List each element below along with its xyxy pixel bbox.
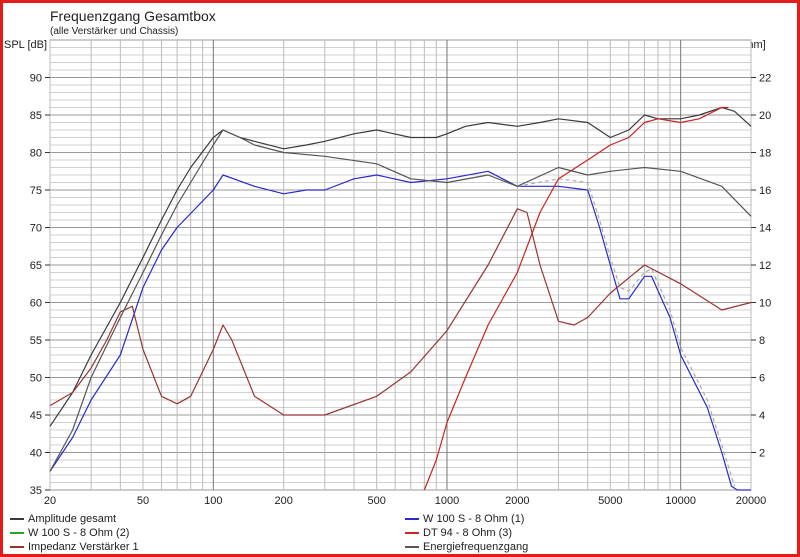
chart-subtitle: (alle Verstärker und Chassis) bbox=[50, 26, 179, 37]
legend-item: Amplitude gesamt bbox=[10, 512, 116, 525]
y2-tick-label: 14 bbox=[759, 223, 771, 235]
legend-label: W 100 S - 8 Ohm (1) bbox=[423, 512, 525, 525]
y2-tick-label: 16 bbox=[759, 185, 771, 197]
series-line-2 bbox=[49, 170, 751, 491]
legend-swatch bbox=[10, 545, 24, 548]
series-line-3 bbox=[517, 178, 736, 487]
y2-tick-label: 4 bbox=[759, 410, 765, 422]
legend-swatch bbox=[405, 531, 419, 534]
legend-label: Energiefrequenzgang bbox=[423, 540, 529, 553]
y-tick-label: 90 bbox=[30, 73, 42, 85]
x-tick-label: 50 bbox=[137, 495, 149, 507]
legend-swatch bbox=[10, 517, 24, 520]
y-tick-label: 45 bbox=[30, 410, 42, 422]
y2-tick-label: 12 bbox=[759, 260, 771, 272]
y-tick-label: 60 bbox=[30, 298, 42, 310]
series-line-1 bbox=[49, 106, 752, 427]
x-tick-label: 200 bbox=[274, 495, 292, 507]
legend-swatch bbox=[405, 545, 419, 548]
series-line-6 bbox=[49, 129, 752, 472]
y-tick-label: 55 bbox=[30, 335, 42, 347]
x-tick-label: 1000 bbox=[435, 495, 459, 507]
legend-label: DT 94 - 8 Ohm (3) bbox=[423, 526, 513, 539]
legend-swatch bbox=[10, 531, 24, 534]
series-line-4 bbox=[423, 106, 729, 491]
y2-tick-label: 22 bbox=[759, 73, 771, 85]
y2-tick-label: 8 bbox=[759, 335, 765, 347]
y2-tick-label: 6 bbox=[759, 373, 765, 385]
legend-item: W 100 S - 8 Ohm (2) bbox=[10, 526, 129, 539]
y2-tick-label: 10 bbox=[759, 298, 771, 310]
series-line-5 bbox=[49, 208, 752, 416]
x-tick-label: 100 bbox=[204, 495, 222, 507]
chart-title: Frequenzgang Gesamtbox bbox=[50, 8, 216, 24]
y-tick-label: 35 bbox=[30, 485, 42, 497]
legend-item: DT 94 - 8 Ohm (3) bbox=[405, 526, 512, 539]
y2-tick-label: 2 bbox=[759, 448, 765, 460]
x-tick-label: 20000 bbox=[736, 495, 767, 507]
x-tick-label: 500 bbox=[367, 495, 385, 507]
y-tick-label: 80 bbox=[30, 148, 42, 160]
y-tick-label: 85 bbox=[30, 110, 42, 122]
legend-label: Amplitude gesamt bbox=[28, 512, 117, 525]
legend-item: Energiefrequenzgang bbox=[405, 540, 528, 553]
y-tick-label: 70 bbox=[30, 223, 42, 235]
y2-tick-label: 18 bbox=[759, 148, 771, 160]
y-tick-label: 50 bbox=[30, 373, 42, 385]
legend-item: W 100 S - 8 Ohm (1) bbox=[405, 512, 524, 525]
y-tick-label: 65 bbox=[30, 260, 42, 272]
x-tick-label: 20 bbox=[44, 495, 56, 507]
legend-item: Impedanz Verstärker 1 bbox=[10, 540, 139, 553]
x-tick-label: 2000 bbox=[505, 495, 529, 507]
x-tick-label: 5000 bbox=[598, 495, 622, 507]
y-axis-label: SPL [dB] bbox=[4, 39, 47, 51]
legend-label: W 100 S - 8 Ohm (2) bbox=[28, 526, 130, 539]
y2-tick-label: 20 bbox=[759, 110, 771, 122]
x-tick-label: 10000 bbox=[665, 495, 696, 507]
legend-swatch bbox=[405, 517, 419, 520]
y-tick-label: 40 bbox=[30, 448, 42, 460]
legend-label: Impedanz Verstärker 1 bbox=[28, 540, 139, 553]
y-tick-label: 75 bbox=[30, 185, 42, 197]
